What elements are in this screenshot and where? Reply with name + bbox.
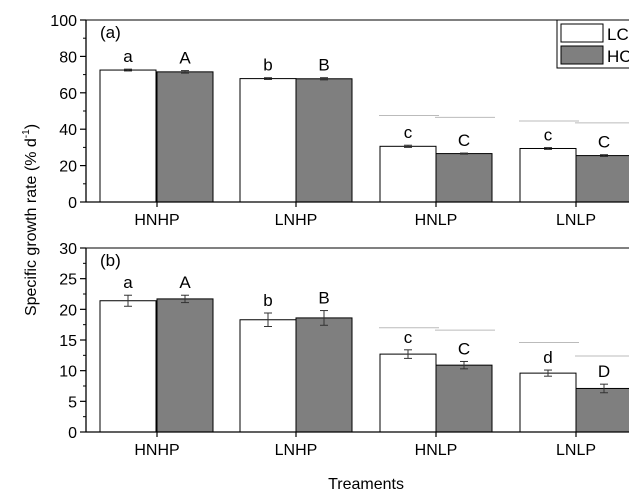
bar-hc-hnhp — [156, 298, 214, 433]
y-tick-label: 40 — [59, 122, 77, 139]
x-axis-title: Treaments — [328, 476, 404, 493]
significance-letter: B — [318, 56, 329, 75]
bar-hc-lnlp — [575, 155, 629, 203]
significance-letter: C — [598, 133, 610, 152]
x-tick-label: HNHP — [134, 442, 179, 459]
y-tick-label: 30 — [59, 241, 77, 258]
x-tick-label: HNLP — [415, 212, 458, 229]
y-tick-label: 60 — [59, 86, 77, 103]
y-tick-label: 5 — [68, 394, 77, 411]
bar-lc-lnhp — [239, 78, 297, 203]
significance-letter: C — [458, 131, 470, 150]
y-axis-title: Specific growth rate (% d-1) — [21, 124, 40, 316]
x-tick-label: LNLP — [556, 212, 596, 229]
bar-lc-lnlp — [519, 372, 577, 433]
y-tick-label: 20 — [59, 159, 77, 176]
significance-letter: C — [458, 339, 470, 358]
y-axis-title-main: Specific growth rate (% d — [23, 138, 40, 316]
legend-label-lc: LC — [607, 25, 629, 44]
significance-letter: c — [404, 328, 413, 347]
bar-hc-lnhp — [295, 78, 353, 203]
bar-lc-lnlp — [519, 147, 577, 203]
significance-letter: B — [318, 289, 329, 308]
panel-label: (b) — [100, 251, 121, 270]
significance-letter: a — [123, 273, 133, 292]
bar-hc-hnlp — [435, 153, 493, 203]
panel-a: a b c c A B C C 0 20 40 60 80 100 HNHP LNHP HNLP LNLP (a) — [50, 13, 629, 229]
bar-hc-lnhp — [295, 317, 353, 433]
bar-hc-lnlp — [575, 387, 629, 433]
x-tick-label: LNHP — [275, 442, 318, 459]
panel-label: (a) — [100, 23, 121, 42]
y-tick-label: 10 — [59, 364, 77, 381]
y-tick-label: 100 — [50, 13, 77, 30]
bar-lc-lnhp — [239, 319, 297, 433]
legend-swatch-hc — [560, 45, 604, 65]
panel-b: a b c d A B C D 0 5 10 15 20 25 30 HNHP LNHP HNLP LNLP (b) — [59, 241, 629, 459]
significance-letter: D — [598, 362, 610, 381]
y-axis-title-superscript: -1 — [21, 129, 32, 138]
significance-letter: A — [179, 49, 191, 68]
y-tick-label: 80 — [59, 49, 77, 66]
significance-letter: b — [263, 291, 272, 310]
bar-lc-hnlp — [379, 353, 437, 433]
y-tick-label: 15 — [59, 333, 77, 350]
significance-letter: A — [179, 273, 191, 292]
y-tick-label: 20 — [59, 302, 77, 319]
x-tick-label: HNHP — [134, 212, 179, 229]
y-tick-label: 25 — [59, 272, 77, 289]
significance-letter: a — [123, 47, 133, 66]
x-tick-label: HNLP — [415, 442, 458, 459]
y-tick-label: 0 — [68, 195, 77, 212]
legend: LC HC — [556, 19, 629, 69]
bar-lc-hnlp — [379, 145, 437, 203]
bar-hc-hnhp — [156, 71, 214, 203]
legend-swatch-lc — [560, 23, 604, 43]
significance-letter: c — [404, 123, 413, 142]
y-axis-title-close: ) — [23, 124, 40, 129]
x-tick-label: LNLP — [556, 442, 596, 459]
y-tick-label: 0 — [68, 425, 77, 442]
significance-letter: d — [543, 348, 552, 367]
bar-lc-hnhp — [99, 69, 157, 203]
bar-hc-hnlp — [435, 364, 493, 433]
legend-label-hc: HC — [607, 47, 629, 66]
significance-letter: c — [544, 126, 553, 145]
x-tick-label: LNHP — [275, 212, 318, 229]
significance-letter: b — [263, 56, 272, 75]
bar-lc-hnhp — [99, 300, 157, 433]
